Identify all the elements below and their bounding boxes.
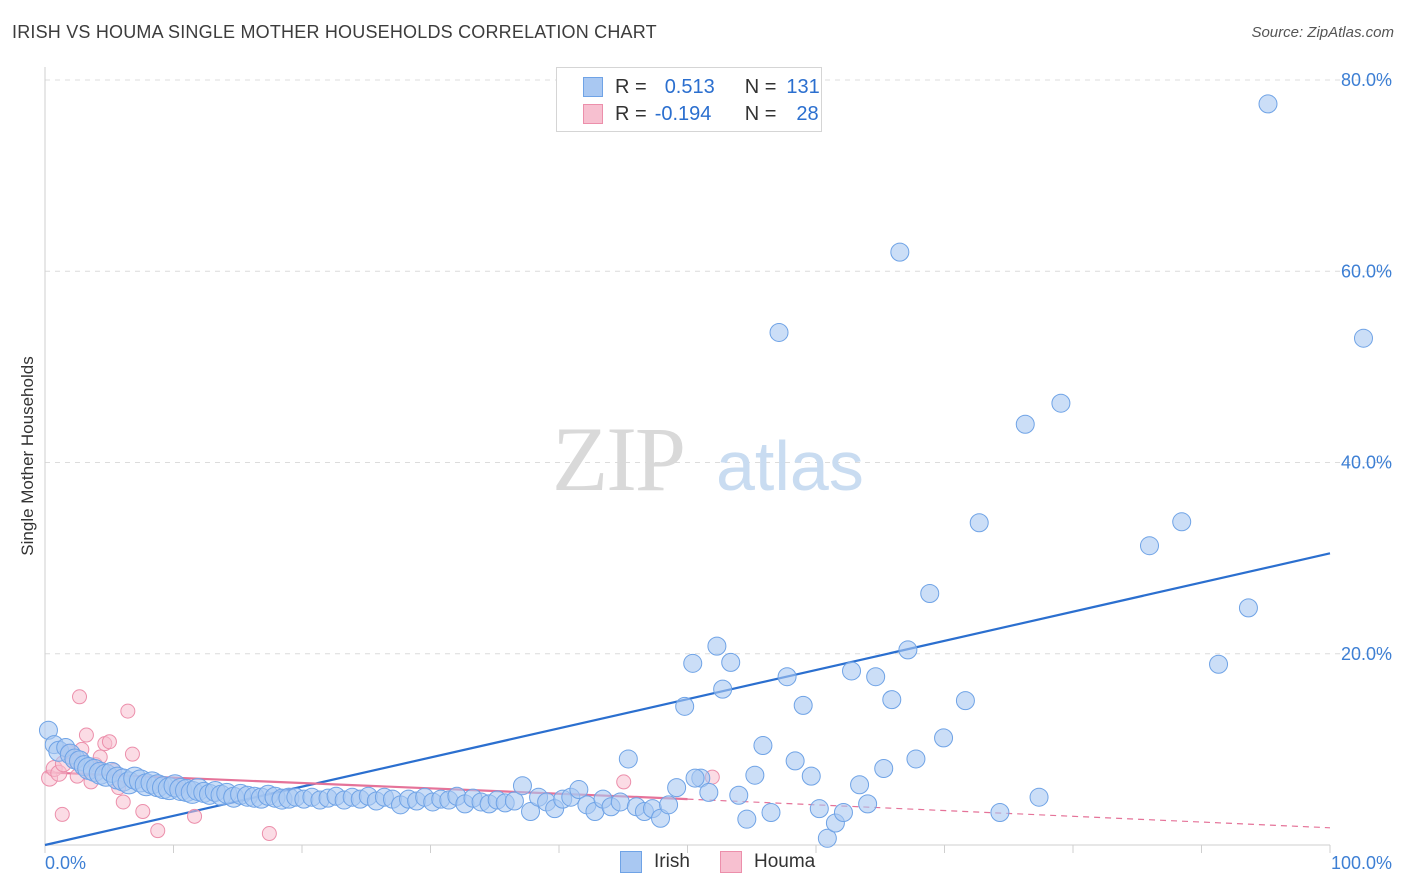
watermark-atlas: atlas xyxy=(716,427,864,505)
irish-point xyxy=(1139,536,1159,556)
houma-points xyxy=(41,689,720,842)
irish-point xyxy=(898,640,918,660)
y-tick-label: 40.0% xyxy=(1341,453,1392,473)
irish-point xyxy=(801,766,821,786)
houma-point xyxy=(101,734,117,750)
x-tick-label: 100.0% xyxy=(1331,853,1392,873)
irish-point xyxy=(504,791,524,811)
legend-row-irish: R = 0.513 N = 131 xyxy=(557,73,820,101)
bottom-legend-swatch-houma xyxy=(720,851,742,873)
irish-point xyxy=(721,652,741,672)
houma-point xyxy=(78,727,94,743)
houma-point xyxy=(261,826,277,842)
bottom-legend-label-houma: Houma xyxy=(754,851,816,872)
irish-point xyxy=(1172,512,1192,532)
y-tick-label: 20.0% xyxy=(1341,644,1392,664)
irish-point xyxy=(955,691,975,711)
correlation-legend: R = 0.513 N = 131 R = -0.194 N = 28 xyxy=(556,67,822,132)
irish-point xyxy=(890,242,910,262)
irish-point xyxy=(1015,414,1035,434)
irish-point xyxy=(761,802,781,822)
x-tick-label: 0.0% xyxy=(45,853,86,873)
legend-n-label: N = xyxy=(744,102,777,125)
grid-lines xyxy=(45,79,1395,655)
irish-point xyxy=(990,802,1010,822)
irish-point xyxy=(753,736,773,756)
irish-point xyxy=(1353,328,1373,348)
houma-point xyxy=(187,808,203,824)
legend-n-label: N = xyxy=(744,75,777,98)
legend-n-value: 28 xyxy=(796,102,819,125)
legend-swatch-irish xyxy=(583,77,603,97)
irish-point xyxy=(934,728,954,748)
irish-point xyxy=(850,775,870,795)
chart-source: Source: ZipAtlas.com xyxy=(1251,24,1394,41)
irish-point xyxy=(667,778,687,798)
irish-point xyxy=(906,749,926,769)
irish-point xyxy=(729,785,749,805)
y-tick-label: 60.0% xyxy=(1341,261,1392,281)
legend-row-houma: R = -0.194 N = 28 xyxy=(557,100,819,128)
irish-point xyxy=(809,799,829,819)
irish-point xyxy=(618,749,638,769)
irish-point xyxy=(874,759,894,778)
irish-point xyxy=(737,809,757,829)
irish-point xyxy=(793,695,813,715)
legend-r-label: R = xyxy=(615,102,647,125)
irish-point xyxy=(817,828,837,848)
watermark: ZIP atlas xyxy=(552,408,864,510)
irish-points xyxy=(38,94,1373,848)
bottom-legend-irish: Irish xyxy=(620,851,690,873)
irish-point xyxy=(1209,654,1229,674)
irish-point xyxy=(866,667,886,687)
legend-r-value: 0.513 xyxy=(664,75,715,98)
legend-r-label: R = xyxy=(615,75,647,98)
irish-point xyxy=(920,584,940,604)
houma-point xyxy=(616,774,632,790)
irish-point xyxy=(683,653,703,673)
irish-point xyxy=(969,513,989,533)
irish-point xyxy=(610,792,630,812)
houma-point xyxy=(135,804,151,820)
houma-point xyxy=(150,823,166,839)
irish-point xyxy=(858,794,878,814)
chart-title: IRISH VS HOUMA SINGLE MOTHER HOUSEHOLDS … xyxy=(12,22,657,42)
bottom-legend-swatch-irish xyxy=(620,851,642,873)
irish-point xyxy=(842,661,862,681)
y-tick-label: 80.0% xyxy=(1341,70,1392,90)
houma-point xyxy=(120,703,136,719)
houma-point xyxy=(54,806,70,822)
irish-point xyxy=(685,768,705,788)
watermark-zip: ZIP xyxy=(552,408,684,510)
irish-point xyxy=(1258,94,1278,114)
irish-point xyxy=(512,776,532,796)
legend-n-value: 131 xyxy=(786,75,820,98)
bottom-legend-houma: Houma xyxy=(720,851,815,873)
irish-point xyxy=(882,690,902,710)
legend-swatch-houma xyxy=(583,104,603,124)
irish-point xyxy=(659,795,679,815)
axes xyxy=(44,67,1331,853)
irish-point xyxy=(833,802,853,822)
irish-point xyxy=(521,802,541,822)
houma-point xyxy=(124,746,140,762)
irish-point xyxy=(713,679,733,699)
houma-point xyxy=(72,689,88,705)
irish-point xyxy=(675,696,695,716)
irish-point xyxy=(707,636,727,656)
irish-point xyxy=(769,322,789,342)
irish-point xyxy=(1238,598,1258,618)
irish-point xyxy=(1029,787,1049,807)
irish-point xyxy=(699,782,719,802)
irish-point xyxy=(1051,393,1071,413)
bottom-legend-label-irish: Irish xyxy=(654,851,690,872)
legend-r-value: -0.194 xyxy=(654,102,712,125)
tick-labels: 20.0% 40.0% 60.0% 80.0% 0.0% 100.0% xyxy=(45,70,1392,873)
irish-point xyxy=(745,765,765,785)
irish-point xyxy=(785,751,805,771)
houma-point xyxy=(115,794,131,810)
irish-point xyxy=(569,780,589,800)
irish-point xyxy=(777,667,797,687)
